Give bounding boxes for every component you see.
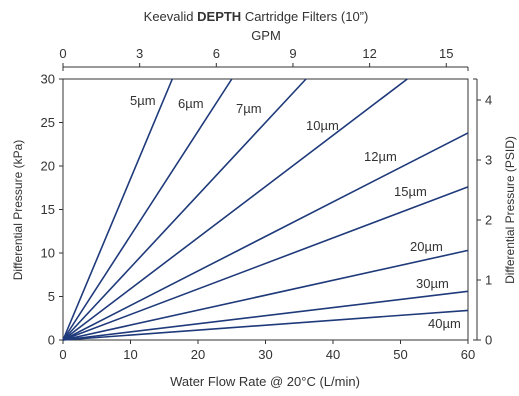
chart-title: Keevalid DEPTH Cartridge Filters (10”) (144, 9, 369, 24)
right-tick-label: 1 (485, 273, 492, 288)
series-label: 5µm (130, 93, 156, 108)
series-label: 7µm (236, 101, 262, 116)
x-tick-label: 50 (393, 347, 407, 362)
y-tick-label: 0 (48, 333, 55, 348)
top-tick-label: 0 (59, 46, 66, 61)
series-line (62, 78, 233, 341)
y-tick-label: 10 (41, 246, 55, 261)
chart-title-suffix: Cartridge Filters (10”) (241, 9, 368, 24)
right-axis-label: Differential Pressure (PSID) (503, 136, 517, 284)
series-label: 40µm (428, 316, 461, 331)
right-tick-label: 2 (485, 213, 492, 228)
series-label: 30µm (416, 276, 449, 291)
top-tick-label: 6 (213, 46, 220, 61)
y-tick-label: 15 (41, 202, 55, 217)
series-line (62, 78, 408, 341)
top-tick-label: 9 (289, 46, 296, 61)
series-line (62, 290, 469, 341)
series-line (62, 132, 469, 341)
x-tick-label: 10 (123, 347, 137, 362)
series-line (62, 78, 307, 341)
x-tick-label: 60 (461, 347, 475, 362)
x-tick-label: 0 (59, 347, 66, 362)
y-tick-label: 20 (41, 159, 55, 174)
right-tick-label: 0 (485, 333, 492, 348)
top-tick-label: 15 (439, 46, 453, 61)
series-line (62, 78, 174, 341)
series-line (62, 309, 469, 341)
series-label: 15µm (394, 184, 427, 199)
series-line (62, 249, 469, 341)
y-tick-label: 5 (48, 289, 55, 304)
series-label: 10µm (306, 118, 339, 133)
right-tick-label: 4 (485, 93, 492, 108)
y-tick-label: 25 (41, 115, 55, 130)
series-line (62, 186, 469, 341)
right-tick-label: 3 (485, 153, 492, 168)
x-tick-label: 20 (191, 347, 205, 362)
y-tick-label: 30 (41, 72, 55, 87)
series-label: 20µm (410, 239, 443, 254)
y-axis-label: Differential Pressure (kPa) (11, 140, 25, 281)
top-axis-label: GPM (251, 28, 281, 43)
series-label: 12µm (364, 149, 397, 164)
x-tick-label: 30 (258, 347, 272, 362)
chart-title-prefix: Keevalid (144, 9, 197, 24)
x-tick-label: 40 (326, 347, 340, 362)
chart-title-emphasis: DEPTH (197, 9, 241, 24)
series-label: 6µm (178, 96, 204, 111)
x-axis-label: Water Flow Rate @ 20°C (L/min) (170, 374, 360, 389)
top-tick-label: 12 (362, 46, 376, 61)
top-tick-label: 3 (136, 46, 143, 61)
